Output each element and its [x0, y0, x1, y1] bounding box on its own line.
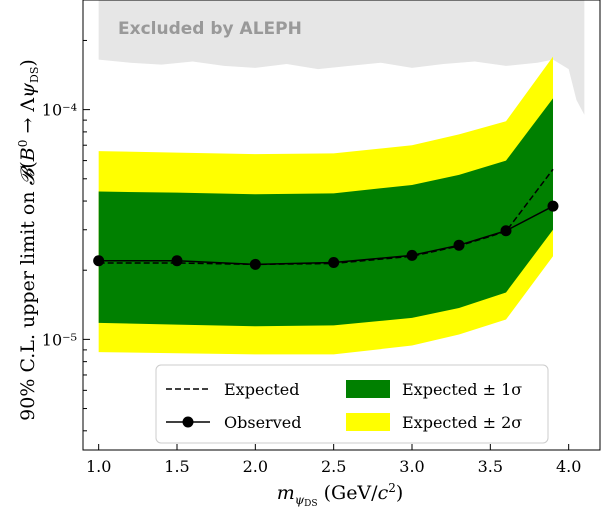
x-tick-label: 1.5	[164, 457, 189, 476]
observed-point	[453, 239, 465, 251]
legend-observed-label: Observed	[224, 413, 301, 432]
observed-point	[328, 257, 340, 269]
x-axis: 1.0 1.5 2.0 2.5 3.0 3.5 4.0	[86, 444, 581, 476]
x-tick-label: 2.5	[321, 457, 346, 476]
legend-band2-swatch	[346, 413, 390, 431]
legend: Expected Observed Expected ± 1σ Expected…	[155, 364, 549, 444]
observed-point	[93, 255, 105, 267]
legend-observed-marker	[182, 416, 194, 428]
legend-expected-label: Expected	[224, 380, 300, 399]
x-tick-label: 3.5	[478, 457, 503, 476]
y-axis: 10⁻⁵ 10⁻⁴	[42, 39, 90, 432]
observed-point	[171, 255, 183, 267]
y-axis-label: 90% C.L. upper limit on 𝓑(B0 → ΛψDS)	[16, 59, 41, 421]
x-tick-label: 4.0	[556, 457, 581, 476]
plot-frame	[82, 0, 601, 451]
observed-point	[249, 258, 261, 270]
x-tick-label: 2.0	[243, 457, 268, 476]
observed-point	[500, 225, 512, 237]
expected-line	[98, 168, 554, 266]
excluded-annotation: Excluded by ALEPH	[118, 19, 302, 39]
y-tick-label: 10⁻⁴	[42, 101, 77, 120]
observed-line	[98, 205, 554, 266]
legend-frame	[155, 364, 549, 444]
legend-band2-label: Expected ± 2σ	[402, 413, 522, 432]
plot-area	[93, 0, 585, 355]
y-tick-label: 10⁻⁵	[42, 330, 77, 349]
band-1sigma	[98, 98, 554, 327]
x-axis-label: mψDS (GeV/c2)	[277, 481, 404, 508]
observed-point	[547, 200, 559, 212]
legend-band1-swatch	[346, 380, 390, 398]
excluded-region	[98, 0, 585, 115]
legend-band1-label: Expected ± 1σ	[402, 380, 522, 399]
x-tick-label: 3.0	[399, 457, 424, 476]
observed-point	[406, 249, 418, 261]
x-tick-label: 1.0	[86, 457, 111, 476]
observed-points	[93, 200, 559, 270]
